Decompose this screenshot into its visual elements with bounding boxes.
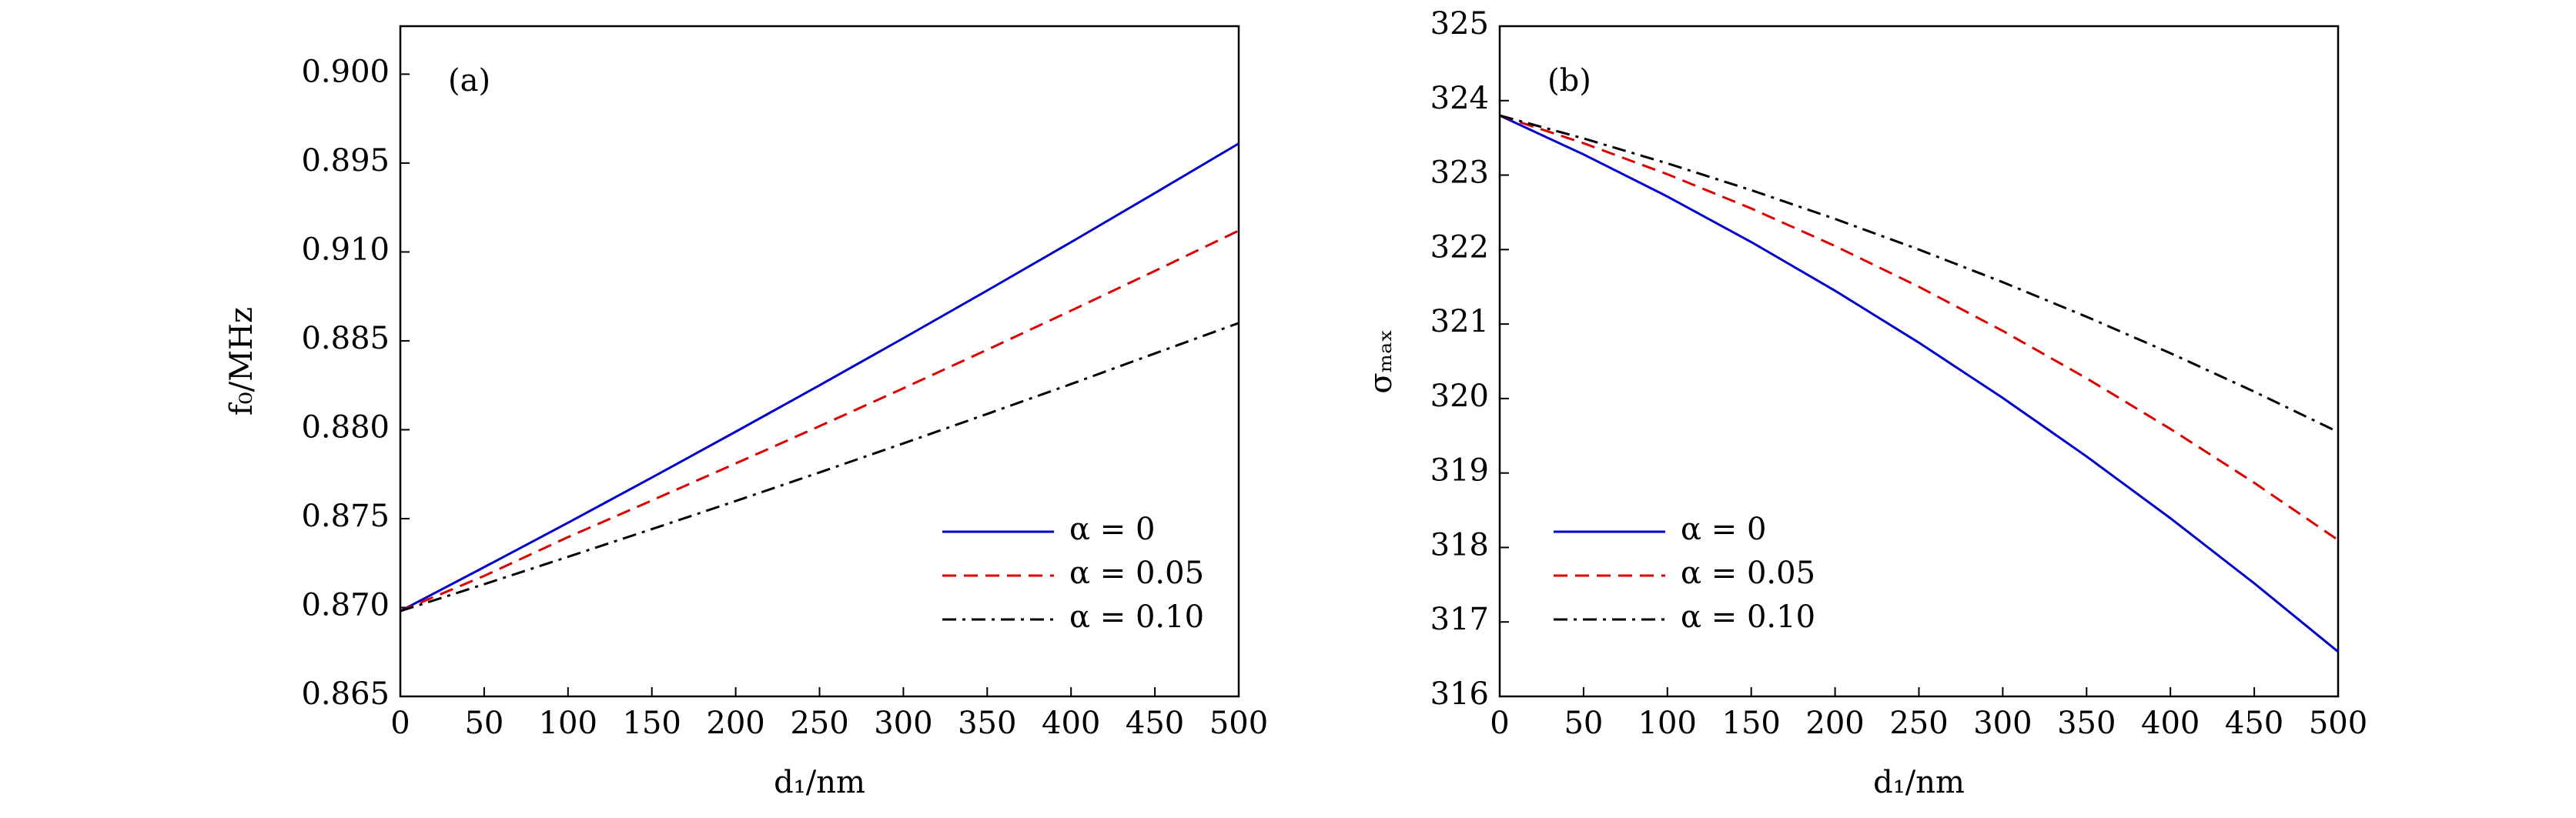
x-tick-label: 250 — [1889, 706, 1948, 741]
y-tick-label: 322 — [1430, 229, 1489, 265]
plot-frame — [399, 25, 1240, 698]
y-tick-label: 0.865 — [301, 676, 390, 712]
y-tick-label: 324 — [1430, 81, 1489, 116]
x-tick-label: 450 — [2225, 706, 2283, 741]
x-tick-label: 300 — [1973, 706, 2032, 741]
legend-label: α = 0 — [1681, 512, 1766, 547]
y-tick-label: 0.870 — [301, 587, 390, 623]
x-axis-label: d₁/nm — [774, 765, 865, 800]
panel-label: (a) — [448, 63, 490, 98]
y-axis-label: f₀/MHz — [224, 307, 259, 416]
y-tick-label: 320 — [1430, 379, 1489, 414]
x-tick-label: 250 — [790, 706, 848, 741]
x-tick-label: 150 — [1722, 706, 1781, 741]
y-tick-label: 0.900 — [301, 54, 390, 89]
y-tick-label: 319 — [1430, 453, 1489, 489]
x-tick-label: 500 — [2309, 706, 2367, 741]
x-tick-label: 150 — [623, 706, 681, 741]
y-tick-label: 323 — [1430, 155, 1489, 191]
legend-label: α = 0.05 — [1681, 556, 1815, 591]
x-tick-label: 0 — [390, 706, 410, 741]
x-tick-label: 0 — [1490, 706, 1509, 741]
y-tick-label: 317 — [1430, 602, 1489, 637]
legend-label: α = 0 — [1069, 512, 1155, 547]
x-tick-label: 350 — [2057, 706, 2116, 741]
y-tick-label: 325 — [1430, 6, 1489, 42]
legend-label: α = 0.10 — [1681, 599, 1815, 635]
series-line — [1499, 114, 2339, 542]
series-line — [1499, 114, 2339, 653]
x-tick-label: 200 — [1805, 706, 1864, 741]
series-line — [400, 229, 1239, 613]
series-line — [400, 142, 1239, 613]
x-tick-label: 300 — [874, 706, 932, 741]
y-tick-label: 0.895 — [301, 143, 390, 179]
x-axis-label: d₁/nm — [1873, 765, 1965, 800]
y-tick-label: 316 — [1430, 676, 1489, 712]
y-axis-label: σₘₐₓ — [1363, 329, 1399, 393]
y-tick-label: 0.885 — [301, 321, 390, 356]
plot-frame — [1498, 25, 2340, 698]
series-line — [1499, 114, 2339, 433]
legend-label: α = 0.10 — [1069, 599, 1204, 635]
x-tick-label: 400 — [1042, 706, 1100, 741]
x-tick-label: 500 — [1209, 706, 1268, 741]
legend-label: α = 0.05 — [1069, 556, 1204, 591]
y-tick-label: 321 — [1430, 304, 1489, 339]
y-tick-label: 0.875 — [301, 499, 390, 534]
series-line — [400, 322, 1239, 613]
x-tick-label: 50 — [1564, 706, 1603, 741]
x-tick-label: 100 — [1638, 706, 1697, 741]
y-tick-label: 318 — [1430, 527, 1489, 563]
x-tick-label: 50 — [464, 706, 503, 741]
x-tick-label: 350 — [958, 706, 1016, 741]
x-tick-label: 200 — [706, 706, 764, 741]
x-tick-label: 100 — [539, 706, 597, 741]
x-tick-label: 400 — [2141, 706, 2200, 741]
x-tick-label: 450 — [1126, 706, 1184, 741]
y-tick-label: 0.910 — [301, 232, 390, 267]
y-tick-label: 0.880 — [301, 409, 390, 445]
panel-label: (b) — [1547, 63, 1591, 98]
